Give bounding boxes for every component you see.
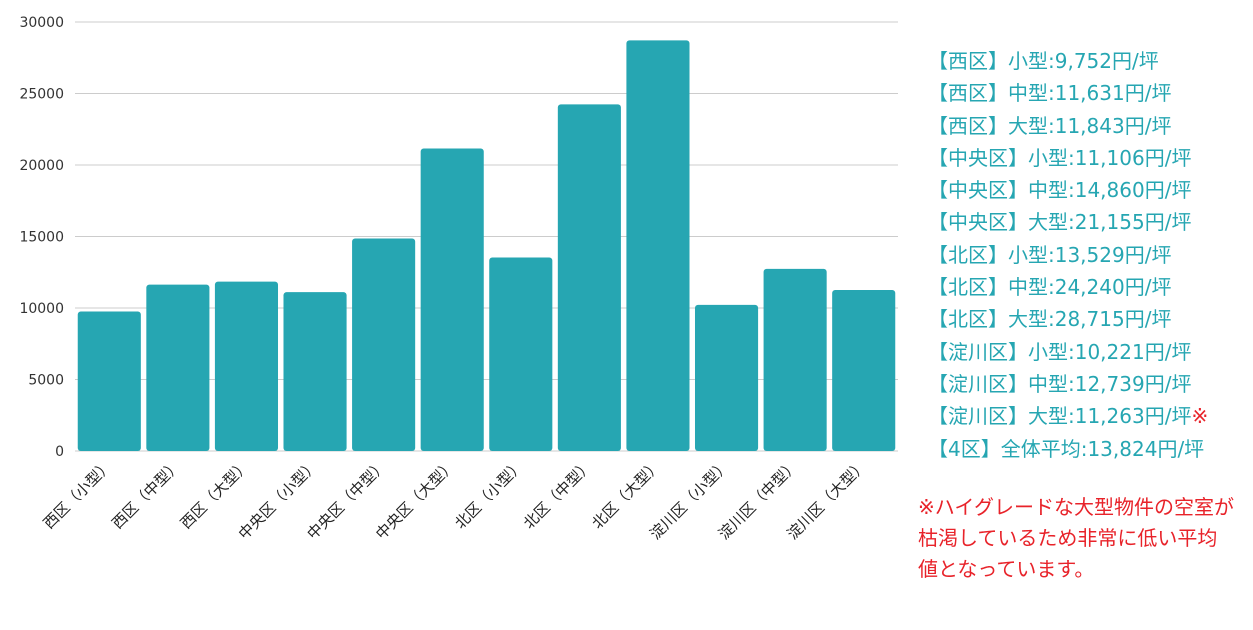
- value-list-item: 【淀川区】中型:12,739円/坪: [928, 368, 1208, 400]
- x-category-label: 北区（小型）: [451, 456, 527, 532]
- x-category-label: 西区（中型）: [108, 456, 184, 532]
- value-list-item: 【北区】中型:24,240円/坪: [928, 271, 1208, 303]
- x-category-label: 西区（小型）: [40, 456, 116, 532]
- bar: [489, 257, 553, 451]
- bar: [420, 148, 484, 451]
- value-list-item: 【中央区】中型:14,860円/坪: [928, 174, 1208, 206]
- value-list-item: 【北区】小型:13,529円/坪: [928, 239, 1208, 271]
- y-tick-label: 10000: [19, 301, 64, 317]
- bar: [283, 292, 347, 451]
- bar: [832, 289, 896, 451]
- value-list-text: 【淀川区】小型:10,221円/坪: [928, 339, 1192, 364]
- value-list-item: 【淀川区】大型:11,263円/坪※: [928, 400, 1208, 432]
- value-list-item: 【北区】大型:28,715円/坪: [928, 303, 1208, 335]
- value-list-text: 【北区】大型:28,715円/坪: [928, 307, 1172, 332]
- bar: [77, 311, 141, 451]
- y-tick-label: 0: [55, 444, 64, 460]
- footnote: ※ハイグレードな大型物件の空室が枯渇しているため非常に低い平均値となっています。: [918, 495, 1234, 581]
- value-list-text: 【西区】大型:11,843円/坪: [928, 113, 1172, 138]
- gridlines: [75, 21, 898, 452]
- y-tick-label: 5000: [28, 373, 64, 389]
- value-list: 【西区】小型:9,752円/坪 【西区】中型:11,631円/坪 【西区】大型:11…: [928, 45, 1208, 465]
- value-list-text: 【北区】小型:13,529円/坪: [928, 242, 1172, 267]
- y-tick-label: 25000: [19, 87, 64, 103]
- value-list-text: 【淀川区】中型:12,739円/坪: [928, 371, 1192, 396]
- x-category-label: 北区（中型）: [520, 456, 596, 532]
- y-tick-label: 15000: [19, 230, 64, 246]
- bars: [77, 40, 896, 452]
- value-list-item: 【西区】中型:11,631円/坪: [928, 77, 1208, 109]
- value-list-text: 【4区】全体平均:13,824円/坪: [928, 436, 1205, 461]
- bar: [626, 40, 690, 452]
- y-tick-label: 30000: [19, 15, 64, 31]
- value-list-item: 【西区】大型:11,843円/坪: [928, 110, 1208, 142]
- value-list-text: 【中央区】中型:14,860円/坪: [928, 178, 1192, 203]
- bar: [694, 304, 759, 451]
- footnote-mark: ※: [1191, 404, 1209, 429]
- x-category-label: 西区（大型）: [177, 456, 253, 532]
- value-list-text: 【淀川区】大型:11,263円/坪: [928, 404, 1192, 429]
- value-list-item: 【淀川区】小型:10,221円/坪: [928, 336, 1208, 368]
- bar: [352, 238, 416, 451]
- bar: [557, 104, 621, 452]
- value-list-text: 【西区】中型:11,631円/坪: [928, 81, 1172, 106]
- bar: [763, 268, 827, 451]
- value-list-item: 【中央区】大型:21,155円/坪: [928, 206, 1208, 238]
- y-axis-ticks: 0 5000 10000 15000 20000 25000 30000: [19, 15, 64, 460]
- bar: [146, 284, 210, 451]
- value-list-text: 【中央区】小型:11,106円/坪: [928, 145, 1192, 170]
- value-list-text: 【西区】小型:9,752円/坪: [928, 49, 1159, 73]
- value-list-item: 【西区】小型:9,752円/坪: [928, 45, 1208, 77]
- bar: [214, 281, 279, 451]
- value-list-text: 【北区】中型:24,240円/坪: [928, 275, 1172, 300]
- value-list-item: 【4区】全体平均:13,824円/坪: [928, 433, 1208, 465]
- x-category-label: 北区（大型）: [588, 456, 664, 532]
- value-list-item: 【中央区】小型:11,106円/坪: [928, 142, 1208, 174]
- x-axis-labels: 西区（小型）西区（中型）西区（大型）中央区（小型）中央区（中型）中央区（大型）北…: [40, 456, 871, 543]
- y-tick-label: 20000: [19, 158, 64, 174]
- value-list-text: 【中央区】大型:21,155円/坪: [928, 210, 1192, 235]
